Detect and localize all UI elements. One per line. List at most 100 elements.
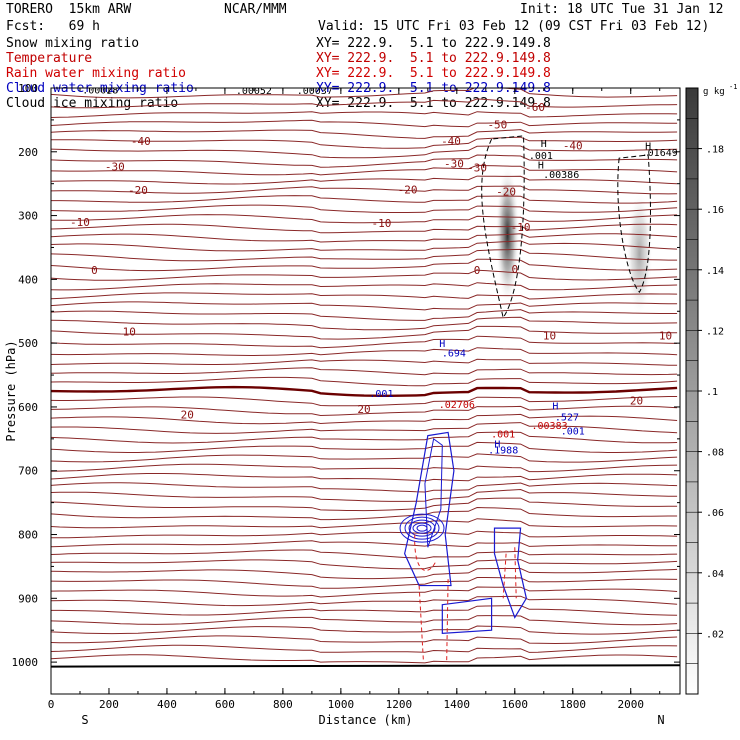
isotherm-label: -10 <box>372 217 392 230</box>
colorbar-unit-exponent: -1 <box>729 83 737 91</box>
model-title: TORERO 15km ARW <box>6 2 132 17</box>
isotherm-label: 0 <box>474 264 481 277</box>
colorbar-tick-label: .04 <box>706 569 724 580</box>
colorbar-tick-label: .16 <box>706 205 724 216</box>
isotherm-line <box>51 473 678 482</box>
isotherm-line <box>51 625 678 635</box>
y-tick-label: 500 <box>18 337 38 350</box>
contour-value-label: .1988 <box>488 446 518 457</box>
colorbar-tick-label: .06 <box>706 508 724 519</box>
cloud-water-contour <box>408 519 436 537</box>
contour-value-label: .00028 <box>82 85 118 96</box>
y-tick-label: 300 <box>18 210 38 223</box>
isotherm-line <box>51 223 678 234</box>
isotherm-line <box>51 154 678 168</box>
isotherm-line <box>51 396 678 407</box>
x-tick-label: 400 <box>157 698 177 711</box>
isotherm-label: 20 <box>181 409 194 422</box>
isotherm-line <box>51 654 678 664</box>
contour-value-label: .01649 <box>642 148 678 159</box>
isotherm-line <box>51 129 678 139</box>
isotherm-line <box>51 577 678 589</box>
legend-entry-name: Rain water mixing ratio <box>6 66 187 81</box>
isotherm-line <box>51 269 678 281</box>
isotherm-line <box>51 164 678 176</box>
contour-value-label: .527 <box>555 413 579 424</box>
contour-value-label: H <box>538 161 544 172</box>
contour-value-label: .00386 <box>543 170 579 181</box>
cloud-water-contour <box>441 597 493 635</box>
isotherm-label: -60 <box>525 101 545 114</box>
isotherm-line <box>51 367 678 376</box>
x-axis-label: Distance (km) <box>319 713 413 727</box>
colorbar-tick-label: .12 <box>706 326 724 337</box>
plot-frame <box>50 87 681 695</box>
contour-value-label: H <box>541 139 547 150</box>
y-axis-label: Pressure (hPa) <box>4 340 18 441</box>
isotherm-label: 20 <box>357 403 370 416</box>
isotherm-label: -40 <box>441 135 461 148</box>
isotherm-line <box>51 204 678 213</box>
isotherm-line <box>51 463 678 473</box>
isotherm-line <box>51 282 678 291</box>
cloud-water-contour <box>399 513 445 543</box>
contour-value-label: H <box>439 339 445 350</box>
isotherm-line <box>51 111 678 118</box>
cloud-water-contour <box>424 437 443 548</box>
isotherm-line <box>51 248 678 262</box>
isotherm-label: -20 <box>496 185 516 198</box>
isotherm-label: -50 <box>487 118 507 131</box>
colorbar-tick-label: .08 <box>706 448 724 459</box>
cloud-water-contour <box>404 431 455 587</box>
contour-value-label: .001 <box>369 389 393 400</box>
isotherm-label: -30 <box>467 162 487 175</box>
isotherm-line <box>51 358 678 366</box>
y-tick-label: 800 <box>18 529 38 542</box>
init-time: Init: 18 UTC Tue 31 Jan 12 <box>520 2 724 17</box>
contour-value-label: .00383 <box>531 421 567 432</box>
isotherm-line <box>51 136 678 149</box>
contour-value-label: H <box>552 402 558 413</box>
isotherm-line <box>51 604 678 616</box>
isotherm-label: -40 <box>131 135 151 148</box>
isotherm-line <box>51 518 678 529</box>
south-end-label: S <box>81 713 88 727</box>
isotherm-label: -10 <box>511 221 531 234</box>
isotherm-line <box>51 195 678 204</box>
isotherm-label: 0 <box>511 263 518 276</box>
isotherm-label: -20 <box>398 183 418 196</box>
center-label: NCAR/MMM <box>224 2 287 17</box>
y-tick-label: 100 <box>18 82 38 95</box>
isotherm-line <box>51 549 678 559</box>
x-tick-label: 1800 <box>560 698 587 711</box>
isotherm-line <box>51 482 678 493</box>
y-tick-label: 200 <box>18 146 38 159</box>
isotherm-label: 0 <box>91 264 98 277</box>
rain-water-contour <box>414 534 449 663</box>
y-tick-label: 400 <box>18 273 38 286</box>
isotherm-label: -30 <box>105 160 125 173</box>
isotherm-line <box>51 413 678 425</box>
x-tick-label: 0 <box>48 698 55 711</box>
colorbar-tick-label: .14 <box>706 266 724 277</box>
isotherm-line <box>51 559 678 570</box>
legend-entry-xy: XY= 222.9. 5.1 to 222.9.149.8 <box>316 66 551 81</box>
isotherm-line <box>51 615 678 626</box>
isotherm-line <box>51 316 678 331</box>
isotherm-label: 10 <box>123 326 136 339</box>
cloud-water-contour <box>416 524 428 532</box>
isotherm-line <box>51 497 678 512</box>
isotherm-line <box>51 214 678 224</box>
x-tick-label: 1400 <box>444 698 471 711</box>
isotherm-line <box>51 405 678 417</box>
isotherm-line <box>51 376 678 387</box>
isotherm-line <box>51 540 678 548</box>
snow-shade <box>626 191 653 316</box>
isotherm-line <box>51 309 678 321</box>
isotherm-line <box>51 635 678 645</box>
isotherm-line <box>51 568 678 580</box>
isotherm-line <box>51 453 678 463</box>
x-tick-label: 1200 <box>386 698 413 711</box>
isotherm-line <box>51 258 678 272</box>
